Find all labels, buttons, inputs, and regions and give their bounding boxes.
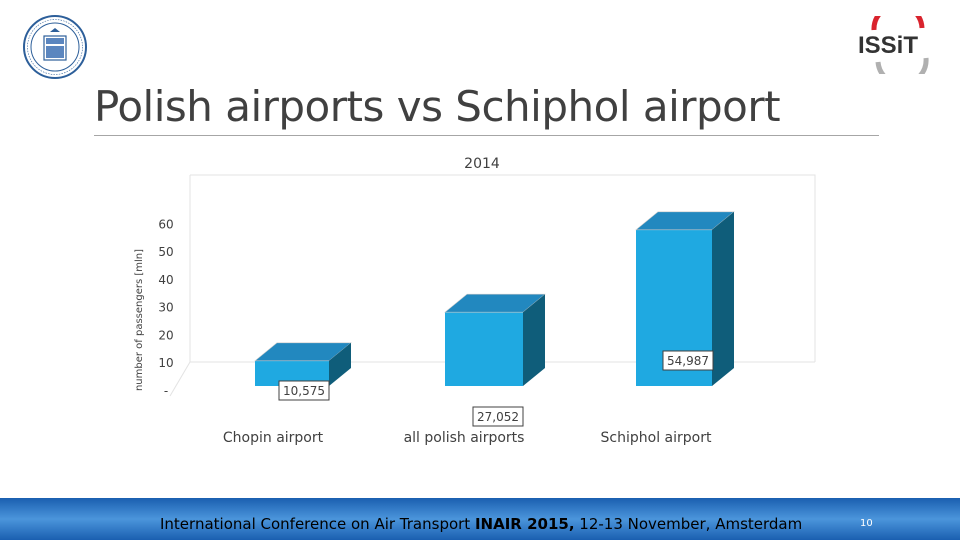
data-label-box: [472, 406, 524, 427]
data-label-text: 54,987: [667, 354, 709, 368]
chart-title: 2014: [464, 156, 500, 172]
passenger-bar-chart: 2014 number of passengers [mln] - 10 20 30 4…: [134, 156, 816, 446]
x-category-label: Schiphol airport: [601, 430, 712, 446]
back-wall-edge: [190, 174, 816, 362]
y-tick-label: -: [164, 384, 168, 398]
page-number: 10: [860, 518, 873, 529]
y-tick-label: 50: [158, 245, 173, 259]
bar-side-face: [712, 211, 734, 386]
data-label-3: 54,987: [662, 350, 714, 371]
data-label-text: 27,052: [477, 410, 519, 424]
issit-logo: ISSiT: [858, 16, 929, 74]
data-label-box: [662, 350, 714, 371]
data-label-text: 10,575: [283, 384, 325, 398]
y-axis-label: number of passengers [mln]: [134, 249, 145, 391]
floor-depth-edge: [169, 361, 191, 397]
bar-front-face: [445, 312, 523, 386]
bar-side-face: [329, 342, 351, 386]
x-category-label: all polish airports: [404, 430, 525, 446]
bars-group: [254, 211, 735, 386]
bar-1: [254, 342, 352, 386]
data-label-1: 10,575: [278, 380, 330, 401]
y-tick-label: 20: [158, 328, 173, 342]
data-label-2: 27,052: [472, 406, 524, 427]
bar-side-face: [523, 294, 545, 386]
footer-band: [0, 498, 960, 540]
y-tick-label: 40: [158, 273, 173, 287]
data-label-box: [278, 380, 330, 401]
x-axis-labels: Chopin airport all polish airports Schipho…: [223, 430, 712, 446]
issit-logo-text: ISSiT: [858, 32, 918, 59]
y-axis-ticks: - 10 20 30 40 50 60: [158, 218, 173, 398]
x-category-label: Chopin airport: [223, 430, 324, 446]
chart-back-wall: [169, 174, 816, 397]
university-seal-logo: [23, 15, 87, 79]
bar-2: [444, 293, 546, 386]
y-tick-label: 30: [158, 301, 173, 315]
data-labels: 10,575 27,052 54,987: [278, 350, 714, 427]
y-tick-label: 60: [158, 218, 173, 232]
y-tick-label: 10: [158, 356, 173, 370]
slide-title: Polish airports vs Schiphol airport: [94, 82, 781, 131]
title-divider: [94, 135, 879, 136]
footer-text: International Conference on Air Transpor…: [160, 515, 803, 533]
